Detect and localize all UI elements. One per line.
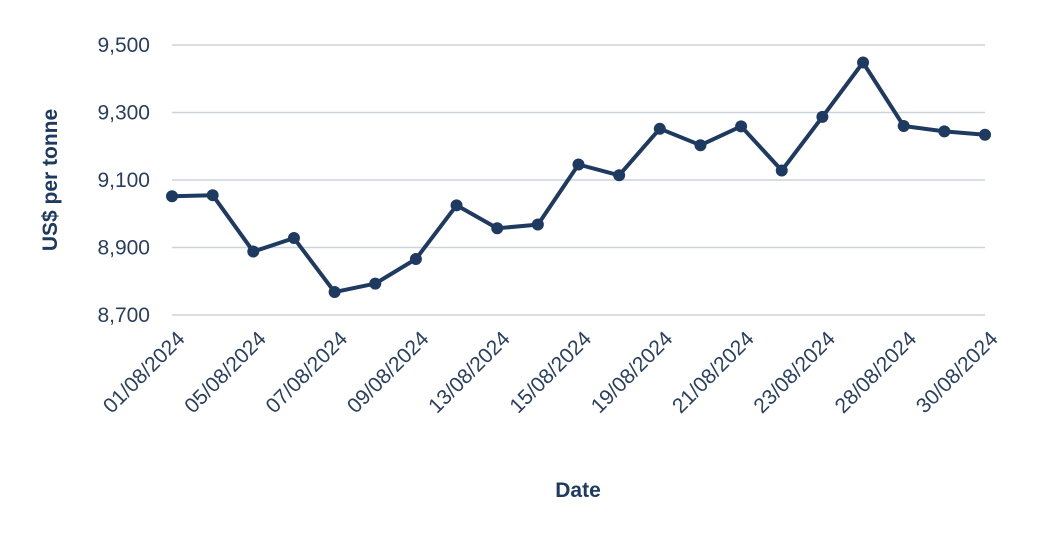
x-tick-label: 19/08/2024 (587, 327, 678, 418)
data-point (816, 110, 829, 123)
x-axis-title: Date (555, 479, 601, 502)
y-axis-title: US$ per tonne (39, 109, 62, 251)
data-point (206, 189, 219, 202)
data-point (857, 56, 870, 69)
data-point (897, 120, 910, 132)
series-line (170, 60, 987, 295)
x-tick-label: 09/08/2024 (343, 327, 434, 418)
data-point (409, 252, 422, 265)
x-tick-label: 30/08/2024 (912, 327, 1003, 418)
x-axis-ticks: 01/08/202405/08/202407/08/202409/08/2024… (99, 327, 1003, 418)
data-point (694, 139, 707, 152)
x-tick-label: 01/08/2024 (99, 327, 190, 418)
x-tick-label: 23/08/2024 (749, 327, 840, 418)
y-tick-label: 9,300 (97, 102, 150, 125)
data-point (531, 218, 544, 231)
x-tick-label: 21/08/2024 (668, 327, 759, 418)
x-tick-label: 07/08/2024 (262, 327, 353, 418)
series-group (166, 56, 991, 299)
data-point (775, 164, 788, 177)
data-point (938, 125, 951, 138)
data-point (287, 232, 300, 245)
data-point (653, 122, 666, 135)
y-axis-ticks: 8,700 8,900 9,100 9,300 9,500 (97, 34, 150, 327)
data-point (735, 120, 748, 133)
x-tick-label: 05/08/2024 (180, 327, 271, 418)
data-point (166, 190, 178, 203)
data-point (572, 158, 585, 171)
x-tick-label: 28/08/2024 (831, 327, 922, 418)
data-point (450, 199, 463, 212)
data-point (328, 286, 341, 299)
data-point (491, 222, 504, 235)
data-point (247, 245, 260, 258)
y-tick-label: 8,900 (97, 237, 150, 260)
data-point (369, 277, 382, 290)
x-tick-label: 13/08/2024 (424, 327, 515, 418)
x-tick-label: 15/08/2024 (505, 327, 596, 418)
data-point (979, 128, 991, 141)
gridlines (172, 44, 985, 316)
y-tick-label: 9,100 (97, 169, 150, 192)
y-tick-label: 9,500 (97, 34, 150, 57)
y-tick-label: 8,700 (97, 304, 150, 327)
data-point (613, 169, 626, 182)
